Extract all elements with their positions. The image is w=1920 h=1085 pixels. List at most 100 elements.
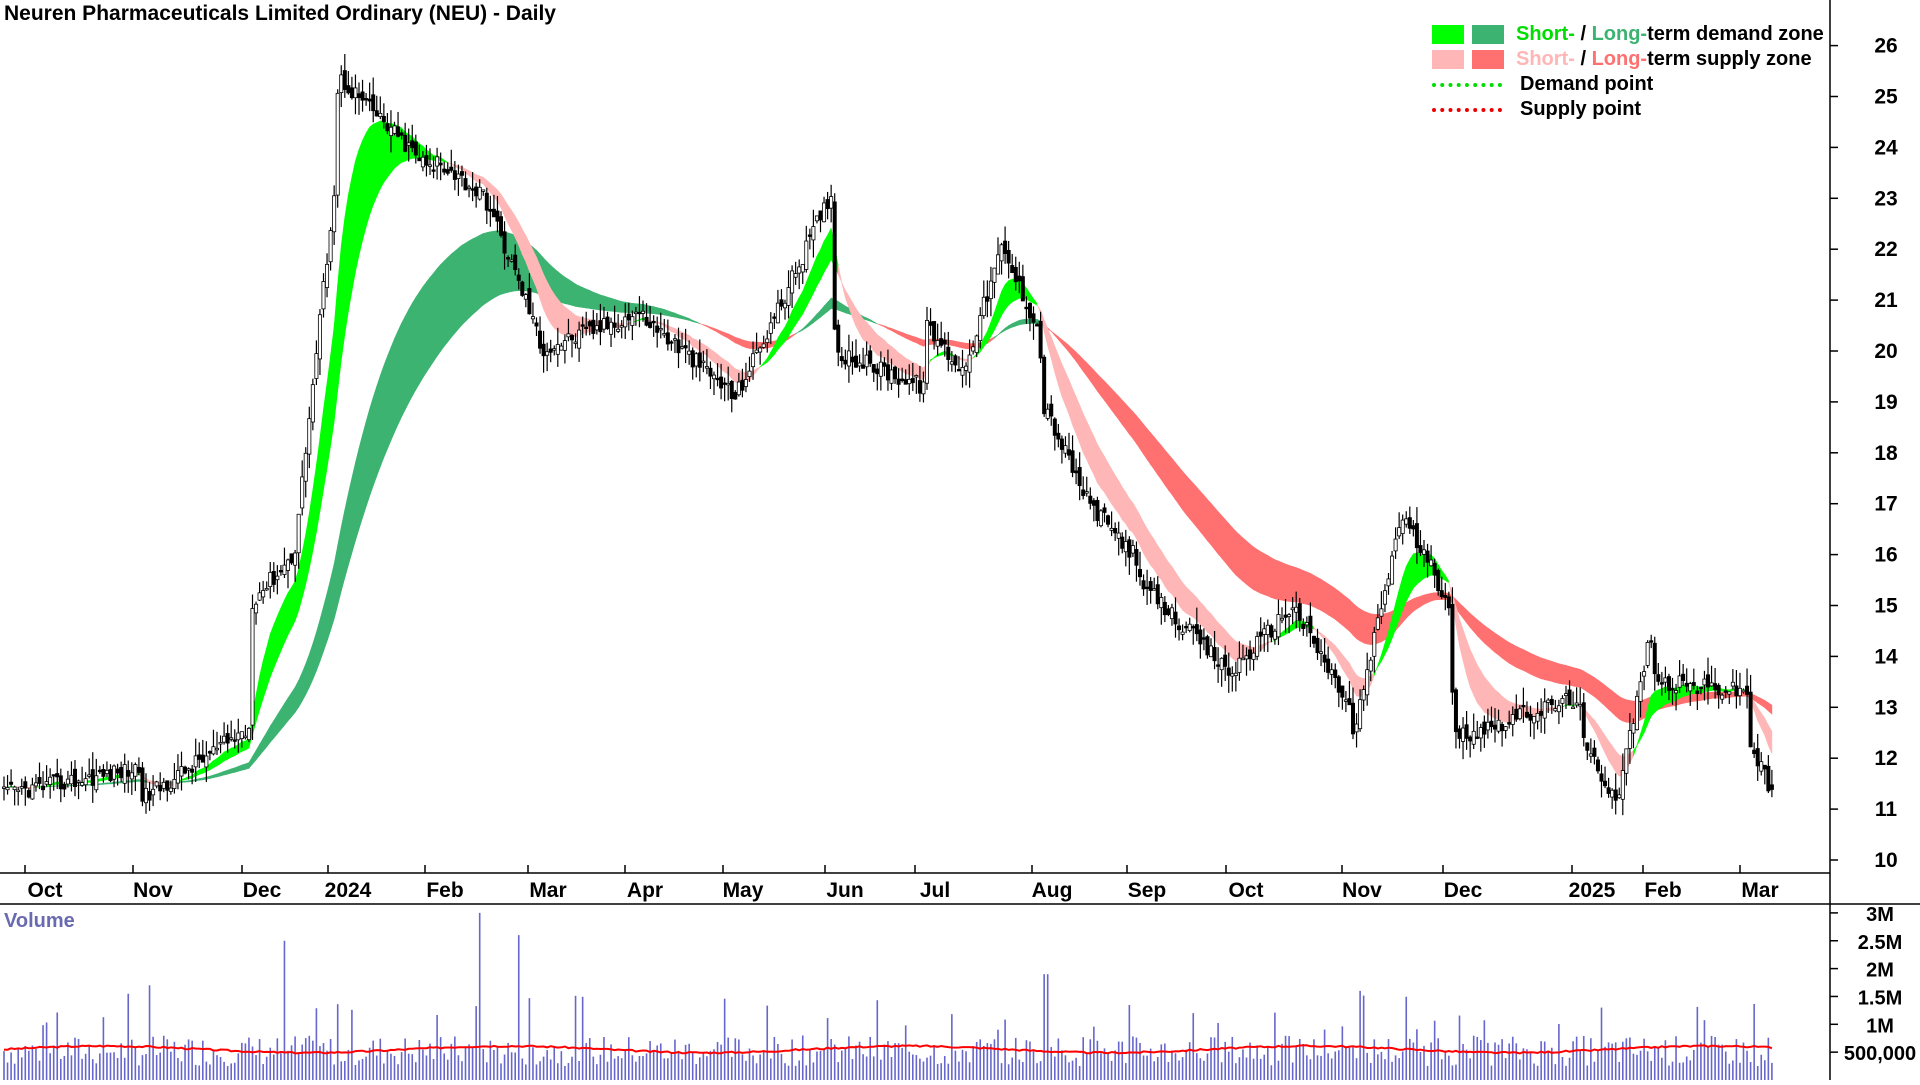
candle-body [1419,546,1422,553]
candle-body [1337,677,1340,693]
long-term-zone-segment [1548,660,1552,681]
candle-body [1621,771,1624,800]
short-term-zone-segment [1144,522,1148,559]
long-term-zone-segment [466,241,470,321]
short-term-zone-segment [1218,623,1222,647]
candle-body [105,770,108,773]
long-term-zone-segment [867,318,871,321]
candle-body [457,174,460,179]
long-term-zone-segment [707,326,711,329]
long-term-zone-segment [746,341,750,349]
candle-body [1018,276,1021,281]
candle-body [695,354,698,366]
long-term-zone-segment [1580,669,1584,689]
long-term-zone-segment [1232,528,1236,575]
candle-body [1160,597,1163,607]
candle-body [1660,683,1663,685]
candle-body [911,378,914,382]
candle-body [521,282,524,295]
long-term-zone-segment [813,314,817,323]
candle-body [1650,641,1653,643]
candle-body [915,376,918,378]
candle-body [783,303,786,308]
short-term-zone-segment [324,383,328,490]
long-term-zone-segment [1172,458,1176,499]
long-term-zone-segment [718,330,722,335]
candle-body [1497,720,1500,731]
short-term-zone-segment [998,291,1002,322]
candle-body [1643,672,1646,677]
long-term-zone-segment [1495,633,1499,655]
short-term-zone-segment [1009,279,1013,305]
short-term-zone-segment [732,366,736,383]
candle-body [396,127,399,136]
candle-body [1078,467,1081,485]
short-term-zone-segment [540,266,544,309]
long-term-zone-segment [334,545,338,619]
candle-body [404,135,407,151]
candle-body [247,728,250,739]
long-term-zone-segment [1225,519,1229,566]
short-term-zone-segment [281,600,285,651]
long-term-zone-segment [1353,603,1357,638]
short-term-zone-segment [572,312,576,336]
short-term-zone-segment [1232,638,1236,661]
short-term-zone-segment [1186,587,1190,615]
candle-body [1678,676,1681,687]
short-term-zone-segment [547,282,551,324]
long-term-zone-segment [1239,535,1243,582]
long-term-zone-segment [263,732,267,751]
short-term-zone-segment [671,327,675,333]
long-term-zone-segment [1083,359,1087,376]
short-term-zone-segment [845,290,849,307]
candle-body [325,264,328,287]
candle-body [226,733,229,743]
long-term-zone-segment [700,324,704,325]
short-term-zone-segment [838,266,842,283]
long-term-zone-segment [1431,593,1435,601]
long-term-zone-segment [1328,584,1332,617]
candle-body [1302,624,1305,628]
long-term-zone-segment [238,765,242,771]
short-term-zone-segment [984,331,988,346]
long-term-zone-segment [1307,572,1311,606]
long-term-zone-segment [185,781,189,782]
long-term-zone-segment [295,680,299,712]
candle-body [1096,500,1099,520]
long-term-zone-segment [1278,561,1282,600]
long-term-zone-segment [1502,638,1506,661]
short-term-zone-segment [1073,389,1077,434]
long-term-zone-segment [1520,648,1524,670]
long-term-zone-segment [309,644,313,688]
short-term-zone-segment [277,608,281,660]
short-term-zone-segment [1051,337,1055,373]
candle-body [20,787,23,789]
candle-body [467,187,470,189]
candle-body [578,330,581,348]
long-term-zone-segment [313,632,317,679]
long-term-zone-segment [497,231,501,296]
long-term-zone-segment [1509,643,1513,666]
candle-body [1238,658,1241,672]
candle-body [166,781,169,791]
short-term-zone-segment [380,121,384,189]
candle-body [1671,689,1674,691]
long-term-zone-segment [1069,346,1073,357]
candle-body [443,169,446,172]
long-term-zone-segment [590,290,594,309]
candle-body [776,303,779,323]
volume-y-tick-label: 2M [1866,960,1894,982]
candle-body [744,380,747,387]
short-term-zone-segment [1768,725,1772,753]
long-term-zone-segment [1183,471,1187,514]
candle-body [1685,683,1688,686]
long-term-zone-segment [1261,552,1265,595]
candle-body [872,364,875,372]
long-term-zone-segment [1545,659,1549,680]
candle-body [141,768,144,801]
candle-body [996,255,999,274]
short-term-zone-segment [994,302,998,330]
candle-body [542,344,545,356]
long-term-zone-segment [710,327,714,330]
long-term-zone-segment [1158,441,1162,479]
